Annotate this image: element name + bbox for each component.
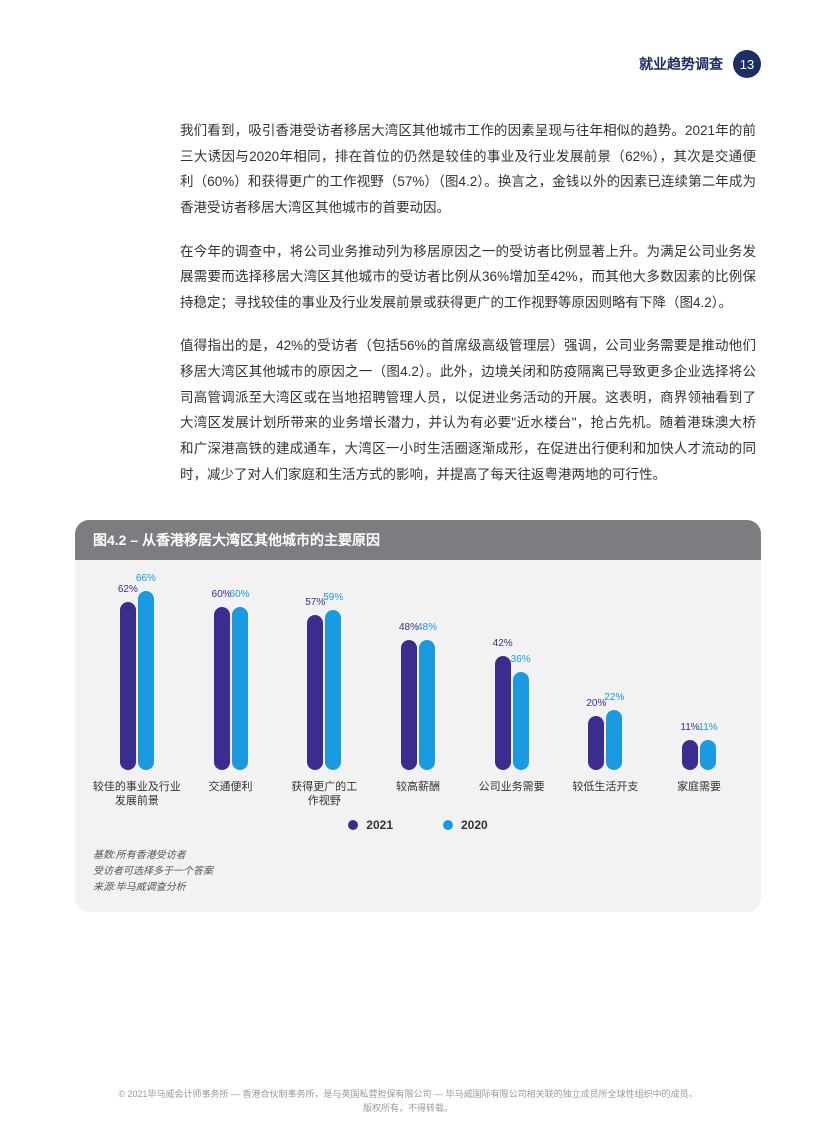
chart-title: 图4.2 – 从香港移居大湾区其他城市的主要原因	[75, 520, 761, 560]
bar-value-2021: 11%	[680, 722, 699, 733]
bar-2020: 36%	[513, 672, 529, 770]
bar-2020: 11%	[700, 740, 716, 770]
bar-pair: 11%11%	[682, 570, 716, 770]
page-header: 就业趋势调查 13	[639, 50, 761, 78]
bar-2021: 11%	[682, 740, 698, 770]
page-footer: © 2021毕马威会计师事务所 — 香港合伙制事务所，是与英国私营担保有限公司 …	[0, 1088, 816, 1115]
bar-value-2020: 66%	[136, 573, 156, 584]
paragraph-3: 值得指出的是，42%的受访者（包括56%的首席级高级管理层）强调，公司业务需要是…	[180, 333, 756, 487]
bar-2020: 22%	[606, 710, 622, 770]
bar-value-2021: 62%	[118, 584, 138, 595]
bar-pair: 62%66%	[120, 570, 154, 770]
bar-value-2020: 22%	[604, 692, 624, 703]
legend-label-2020: 2020	[461, 818, 488, 832]
bar-2021: 42%	[495, 656, 511, 770]
legend-label-2021: 2021	[366, 818, 393, 832]
bar-2021: 20%	[588, 716, 604, 770]
page-number-badge: 13	[733, 50, 761, 78]
chart-area: 62%66%较佳的事业及行业发展前景60%60%交通便利57%59%获得更广的工…	[75, 560, 761, 842]
bar-group: 60%60%交通便利	[186, 570, 276, 810]
bar-group: 11%11%家庭需要	[654, 570, 744, 810]
paragraph-1: 我们看到，吸引香港受访者移居大湾区其他城市工作的因素呈现与往年相似的趋势。202…	[180, 118, 756, 221]
bar-2021: 57%	[307, 615, 323, 770]
footer-line-1: © 2021毕马威会计师事务所 — 香港合伙制事务所，是与英国私营担保有限公司 …	[0, 1088, 816, 1102]
bar-2020: 60%	[232, 607, 248, 770]
category-label: 交通便利	[209, 780, 253, 810]
bar-2021: 48%	[401, 640, 417, 770]
note-2: 受访者可选择多于一个答案	[93, 864, 743, 880]
bar-pair: 48%48%	[401, 570, 435, 770]
chart-notes: 基数:所有香港受访者 受访者可选择多于一个答案 来源:毕马威调查分析	[75, 842, 761, 912]
bar-group: 42%36%公司业务需要	[467, 570, 557, 810]
bar-group: 62%66%较佳的事业及行业发展前景	[92, 570, 182, 810]
paragraph-2: 在今年的调查中，将公司业务推动列为移居原因之一的受访者比例显著上升。为满足公司业…	[180, 239, 756, 316]
chart-legend: 2021 2020	[90, 818, 746, 832]
chart-card: 图4.2 – 从香港移居大湾区其他城市的主要原因 62%66%较佳的事业及行业发…	[75, 520, 761, 912]
bar-value-2020: 59%	[323, 592, 343, 603]
bars-row: 62%66%较佳的事业及行业发展前景60%60%交通便利57%59%获得更广的工…	[90, 580, 746, 810]
bar-pair: 60%60%	[214, 570, 248, 770]
bar-2020: 48%	[419, 640, 435, 770]
bar-value-2021: 42%	[493, 638, 513, 649]
category-label: 较低生活开支	[572, 780, 638, 810]
note-3: 来源:毕马威调查分析	[93, 880, 743, 896]
category-label: 家庭需要	[677, 780, 721, 810]
category-label: 较佳的事业及行业发展前景	[93, 780, 181, 810]
bar-pair: 42%36%	[495, 570, 529, 770]
bar-group: 48%48%较高薪酬	[373, 570, 463, 810]
bar-2021: 62%	[120, 602, 136, 770]
footer-line-2: 版权所有，不得转载。	[0, 1102, 816, 1116]
bar-group: 57%59%获得更广的工作视野	[279, 570, 369, 810]
bar-2020: 59%	[325, 610, 341, 770]
legend-dot-2021	[348, 820, 358, 830]
bar-value-2020: 36%	[511, 654, 531, 665]
bar-group: 20%22%较低生活开支	[560, 570, 650, 810]
category-label: 较高薪酬	[396, 780, 440, 810]
bar-value-2020: 60%	[230, 589, 250, 600]
bar-2020: 66%	[138, 591, 154, 770]
legend-2021: 2021	[348, 818, 393, 832]
bar-value-2020: 48%	[417, 622, 437, 633]
note-1: 基数:所有香港受访者	[93, 848, 743, 864]
category-label: 公司业务需要	[479, 780, 545, 810]
bar-value-2020: 11%	[698, 722, 717, 733]
bar-pair: 57%59%	[307, 570, 341, 770]
bar-2021: 60%	[214, 607, 230, 770]
body-text: 我们看到，吸引香港受访者移居大湾区其他城市工作的因素呈现与往年相似的趋势。202…	[180, 118, 756, 505]
header-title: 就业趋势调查	[639, 54, 723, 74]
bar-pair: 20%22%	[588, 570, 622, 770]
legend-dot-2020	[443, 820, 453, 830]
category-label: 获得更广的工作视野	[291, 780, 357, 810]
legend-2020: 2020	[443, 818, 488, 832]
